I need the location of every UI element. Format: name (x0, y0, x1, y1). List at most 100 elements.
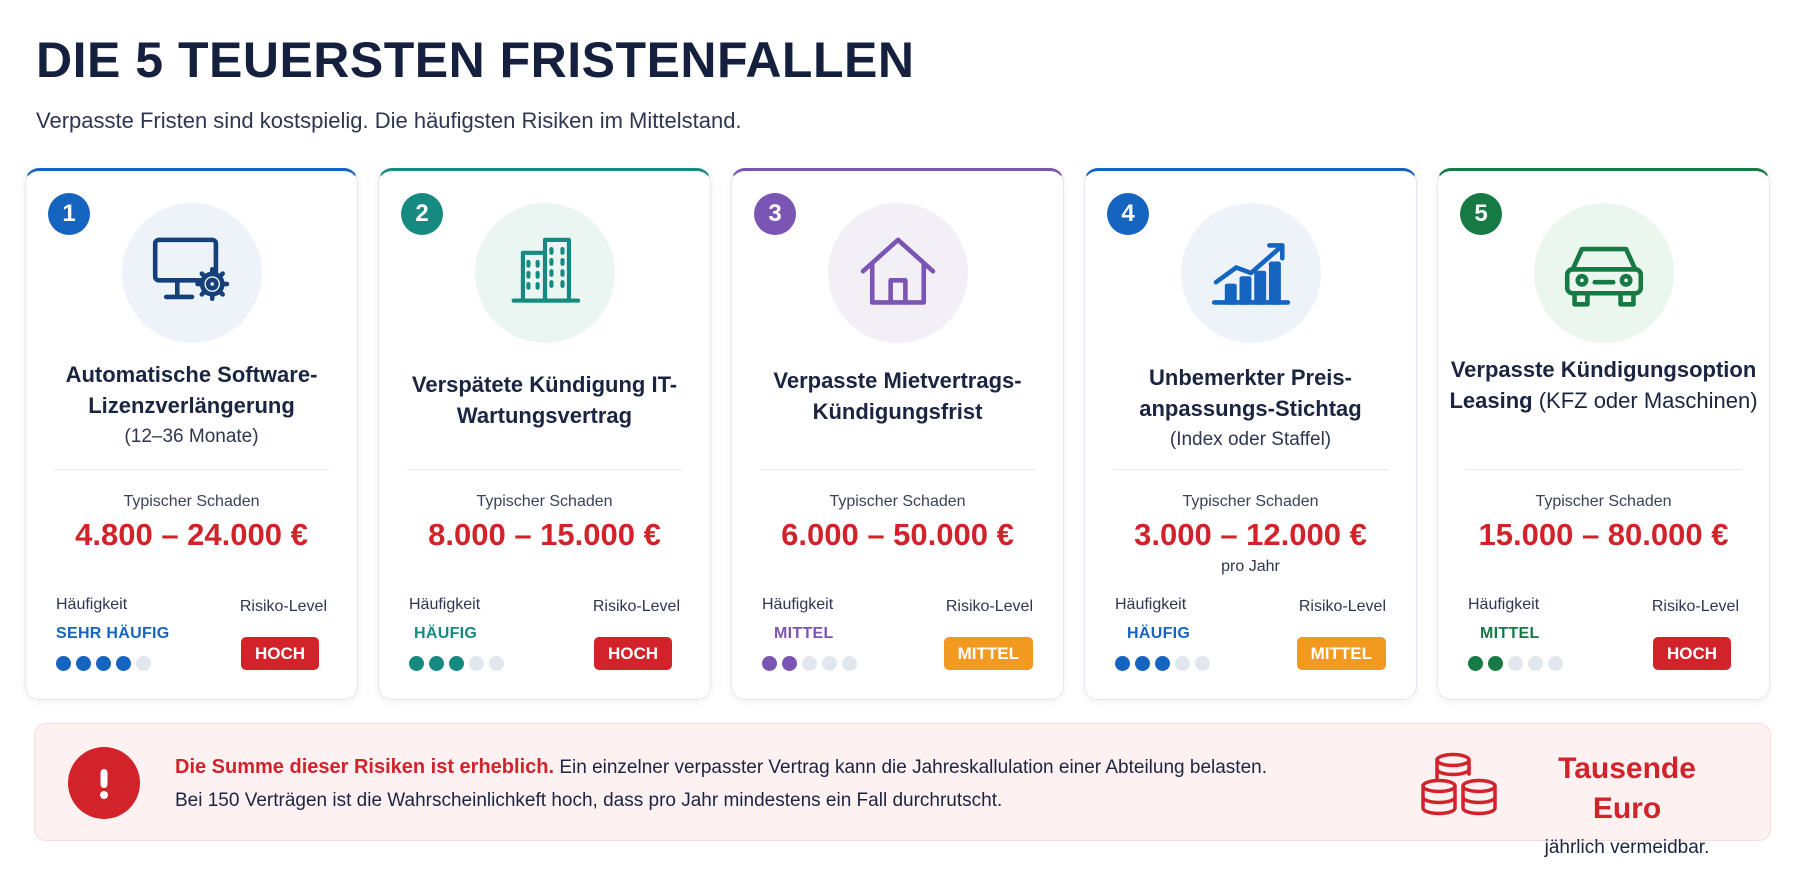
page-subtitle: Verpasste Fristen sind kostspielig. Die … (36, 108, 742, 133)
alert-body-1: Ein einzelner verpasster Vertrag kann di… (559, 757, 1267, 778)
card-divider (1466, 469, 1741, 470)
frequency-dot (116, 656, 131, 671)
card-icon-circle (122, 203, 262, 343)
damage-label: Typischer Schaden (1182, 493, 1319, 510)
risk-badge: HOCH (1652, 637, 1731, 670)
damage-label: Typischer Schaden (476, 493, 613, 510)
frequency-dot (96, 656, 111, 671)
card-title: Automatische Software-Lizenzverlängerung (65, 362, 318, 418)
frequency-value: HÄUFIG (1127, 625, 1191, 642)
damage-value: 8.000 – 15.000 € (428, 517, 661, 552)
card-icon-circle (475, 203, 615, 343)
coin-stack-icon (1421, 752, 1497, 816)
card-title-block: Automatische Software-Lizenzverlängerung… (38, 359, 345, 452)
card-title: Verpasste Kündigungsoption Leasing (1449, 357, 1757, 413)
risk-summary-alert: Die Summe dieser Risiken ist erheblich. … (34, 723, 1771, 858)
card-title-block: Verpasste Kündigungsoption Leasing (KFZ … (1444, 354, 1763, 416)
frequency-label: Häufigkeit (56, 596, 128, 613)
damage-label: Typischer Schaden (1535, 493, 1672, 510)
card-title: Unbemerkter Preis-anpassungs-Stichtag (1139, 365, 1362, 421)
frequency-dot (1508, 656, 1523, 671)
frequency-dot (469, 656, 484, 671)
frequency-dot (1528, 656, 1543, 671)
card-title-block: Verspätete Kündigung IT-Wartungsvertrag (391, 369, 698, 431)
risk-label: Risiko-Level (592, 598, 680, 615)
frequency-dot (1548, 656, 1563, 671)
risk-label: Risiko-Level (945, 598, 1033, 615)
risk-card-1: 1 Automatische Software-Lizenzverlängeru… (25, 168, 358, 700)
monitor-gear-icon (152, 237, 230, 302)
damage-value: 6.000 – 50.000 € (781, 517, 1014, 552)
frequency-dot (842, 656, 857, 671)
frequency-value: MITTEL (774, 625, 834, 642)
frequency-dot (429, 656, 444, 671)
card-number-badge: 2 (401, 193, 443, 235)
risk-card-2: 2 Verspätete Kündigung IT-Wartungsvertra… (378, 168, 711, 700)
frequency-dot (1195, 656, 1210, 671)
risk-badge: HOCH (593, 637, 672, 670)
alert-highlight-value: Tausende Euro (1558, 752, 1696, 825)
exclamation-glyph (100, 769, 108, 799)
frequency-dot (489, 656, 504, 671)
risk-badge: MITTEL (943, 637, 1033, 670)
frequency-dot (782, 656, 797, 671)
frequency-dot (1115, 656, 1130, 671)
frequency-label: Häufigkeit (1468, 596, 1540, 613)
frequency-value: SEHR HÄUFIG (56, 625, 170, 642)
page-header: DIE 5 TEUERSTEN FRISTENFALLEN Verpasste … (36, 30, 914, 134)
office-building-icon (511, 237, 581, 303)
risk-card-3: 3 Verpasste Mietvertrags-Kündigungsfrist… (731, 168, 1064, 700)
card-number-badge: 1 (48, 193, 90, 235)
card-title-note: (12–36 Monate) (124, 426, 259, 447)
damage-note: pro Jahr (1221, 558, 1280, 575)
risk-cards: 1 Automatische Software-Lizenzverlängeru… (25, 168, 1771, 700)
damage-label: Typischer Schaden (829, 493, 966, 510)
risk-label: Risiko-Level (1651, 598, 1739, 615)
damage-value: 4.800 – 24.000 € (75, 517, 308, 552)
card-number-badge: 3 (754, 193, 796, 235)
frequency-value: MITTEL (1480, 625, 1540, 642)
card-icon-circle (1534, 203, 1674, 343)
card-title: Verspätete Kündigung IT-Wartungsvertrag (411, 372, 678, 428)
frequency-dot (1488, 656, 1503, 671)
frequency-dot (762, 656, 777, 671)
card-icon-circle (1181, 203, 1321, 343)
frequency-dot (822, 656, 837, 671)
frequency-dots (56, 656, 151, 671)
card-divider (760, 469, 1035, 470)
risk-label: Risiko-Level (1298, 598, 1386, 615)
alert-line-1: Die Summe dieser Risiken ist erheblich. … (175, 751, 1267, 784)
frequency-dots (762, 656, 857, 671)
alert-highlight: Tausende Euro jährlich vermeidbar. (1520, 749, 1734, 859)
card-title-block: Verpasste Mietvertrags-Kündigungsfrist (744, 365, 1051, 427)
frequency-dot (449, 656, 464, 671)
damage-value: 3.000 – 12.000 € (1134, 517, 1367, 552)
frequency-dot (409, 656, 424, 671)
card-title-block: Unbemerkter Preis-anpassungs-Stichtag (I… (1097, 362, 1404, 455)
card-divider (1113, 469, 1388, 470)
frequency-dot (56, 656, 71, 671)
frequency-label: Häufigkeit (409, 596, 481, 613)
frequency-label: Häufigkeit (762, 596, 834, 613)
alert-text: Die Summe dieser Risiken ist erheblich. … (175, 751, 1267, 817)
card-title-note: (Index oder Staffel) (1169, 429, 1332, 450)
frequency-dots (1468, 656, 1563, 671)
frequency-dot (802, 656, 817, 671)
card-number-badge: 4 (1107, 193, 1149, 235)
damage-value: 15.000 – 80.000 € (1478, 517, 1729, 552)
damage-label: Typischer Schaden (123, 493, 260, 510)
car-icon (1564, 246, 1644, 307)
card-divider (54, 469, 329, 470)
risk-card-5: 5 Verpasste Kündigungsoption Leasing (KF… (1437, 168, 1770, 700)
frequency-dot (1175, 656, 1190, 671)
rising-chart-icon (1211, 243, 1291, 305)
alert-highlight-note: jährlich vermeidbar. (1544, 837, 1710, 858)
frequency-dot (1155, 656, 1170, 671)
card-number-badge: 5 (1460, 193, 1502, 235)
frequency-value: HÄUFIG (414, 625, 478, 642)
frequency-dot (136, 656, 151, 671)
alert-body-2: Bei 150 Verträgen ist die Wahrscheinlich… (175, 790, 1003, 811)
frequency-dot (1135, 656, 1150, 671)
alert-lead: Die Summe dieser Risiken ist erheblich. (175, 756, 555, 778)
house-icon (860, 237, 936, 305)
